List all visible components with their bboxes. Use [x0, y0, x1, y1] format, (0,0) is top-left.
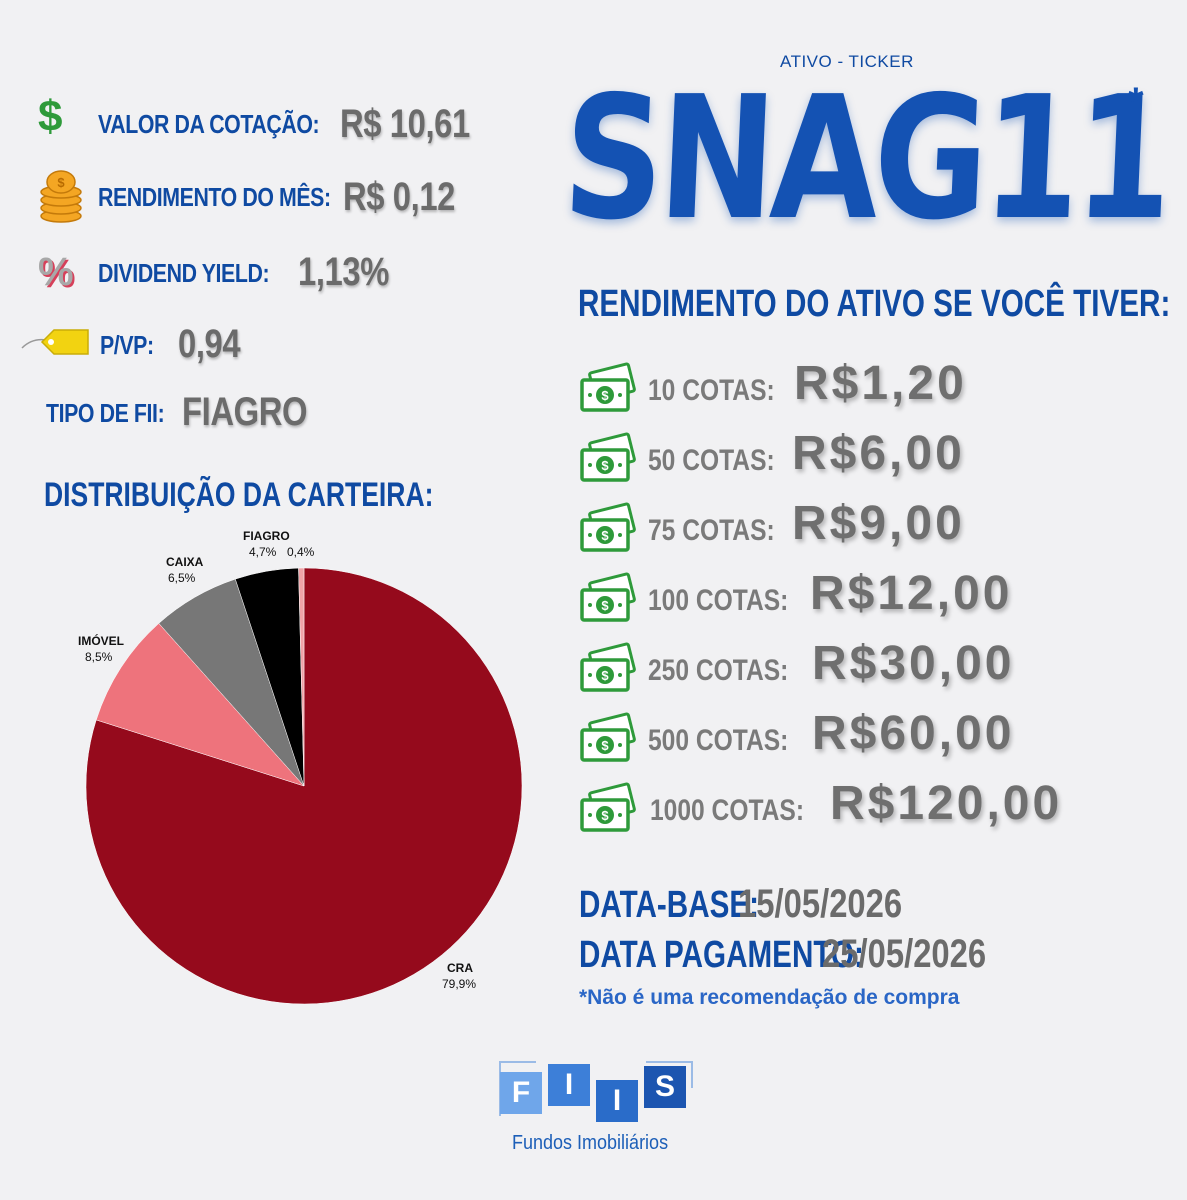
- cota-label: 10 COTAS:: [648, 374, 775, 407]
- logo-letter-i1: I: [548, 1064, 590, 1106]
- portfolio-pie-chart: CRA 79,9% IMÓVEL 8,5% CAIXA 6,5% FIAGRO …: [78, 529, 523, 1005]
- svg-text:$: $: [601, 668, 609, 683]
- cota-label: 250 COTAS:: [648, 654, 789, 687]
- dy-label: DIVIDEND YIELD:: [98, 258, 270, 288]
- cota-value: R$120,00: [830, 777, 1063, 830]
- pie-slice-other: [298, 567, 305, 787]
- distribution-title: DISTRIBUIÇÃO DA CARTEIRA:: [44, 476, 434, 514]
- pie-label-caixa: CAIXA: [166, 555, 204, 569]
- pie-label-fiagro: FIAGRO: [243, 529, 290, 543]
- logo-subtitle: Fundos Imobiliários: [512, 1132, 669, 1154]
- pie-slice-imovel: [95, 623, 305, 787]
- data-pagamento-label: DATA PAGAMENTO:: [579, 934, 864, 976]
- tipo-value: FIAGRO: [182, 390, 308, 434]
- rendimento-title: RENDIMENTO DO ATIVO SE VOCÊ TIVER:: [578, 283, 1171, 325]
- pvp-label: P/VP:: [100, 330, 154, 360]
- tipo-label: TIPO DE FII:: [46, 398, 165, 428]
- ticker-name: SNAG11: [559, 60, 1172, 258]
- cota-label: 100 COTAS:: [648, 584, 789, 617]
- pie-value-caixa: 6,5%: [168, 571, 196, 585]
- money-bill-icon: $: [578, 572, 636, 628]
- disclaimer: *Não é uma recomendação de compra: [579, 986, 960, 1009]
- cota-value: R$9,00: [792, 497, 965, 550]
- pvp-value: 0,94: [178, 322, 241, 366]
- pie-label-cra: CRA: [447, 961, 473, 975]
- cota-value: R$6,00: [792, 427, 965, 480]
- money-bill-icon: $: [578, 502, 636, 558]
- pie-value-imovel: 8,5%: [85, 650, 113, 664]
- svg-text:$: $: [57, 175, 65, 190]
- svg-text:$: $: [601, 808, 609, 823]
- ticker-caption: ATIVO - TICKER: [780, 52, 914, 71]
- dollar-sign-icon: $: [38, 92, 63, 141]
- cota-label: 500 COTAS:: [648, 724, 789, 757]
- data-base-label: DATA-BASE:: [579, 884, 760, 926]
- cota-label: 75 COTAS:: [648, 514, 775, 547]
- cota-value: R$60,00: [812, 707, 1015, 760]
- cota-value: R$1,20: [794, 357, 967, 410]
- money-bill-icon: $: [578, 782, 636, 838]
- ticker-star: *: [1128, 80, 1144, 124]
- pie-value-fiagro: 4,7%: [249, 545, 277, 559]
- data-base-value: 15/05/2026: [738, 882, 903, 926]
- rendimento-label: RENDIMENTO DO MÊS:: [98, 182, 331, 212]
- dy-value: 1,13%: [298, 250, 389, 294]
- pie-value-cra: 79,9%: [442, 977, 476, 991]
- coin-stack-icon: $: [40, 170, 82, 223]
- svg-text:$: $: [601, 598, 609, 613]
- money-bill-icon: $: [578, 712, 636, 768]
- svg-text:$: $: [601, 458, 609, 473]
- percent-icon: %: [38, 250, 74, 294]
- data-pagamento-value: 25/05/2026: [822, 932, 987, 976]
- price-tag-icon: [21, 329, 89, 355]
- cotacao-value: R$ 10,61: [340, 102, 470, 146]
- pie-value-other: 0,4%: [287, 545, 315, 559]
- cota-label: 1000 COTAS:: [650, 794, 805, 827]
- logo-letter-f: F: [500, 1072, 542, 1114]
- pie-label-imovel: IMÓVEL: [78, 633, 124, 648]
- cota-value: R$30,00: [812, 637, 1015, 690]
- svg-text:$: $: [601, 738, 609, 753]
- svg-text:$: $: [601, 388, 609, 403]
- money-bill-icon: $: [578, 362, 636, 418]
- money-bill-icon: $: [578, 432, 636, 488]
- logo-letter-s: S: [644, 1066, 686, 1108]
- cotacao-label: VALOR DA COTAÇÃO:: [98, 109, 320, 139]
- cota-label: 50 COTAS:: [648, 444, 775, 477]
- rendimento-value: R$ 0,12: [343, 175, 456, 219]
- logo-letter-i2: I: [596, 1080, 638, 1122]
- cota-value: R$12,00: [810, 567, 1013, 620]
- money-bill-icon: $: [578, 642, 636, 698]
- svg-text:$: $: [601, 528, 609, 543]
